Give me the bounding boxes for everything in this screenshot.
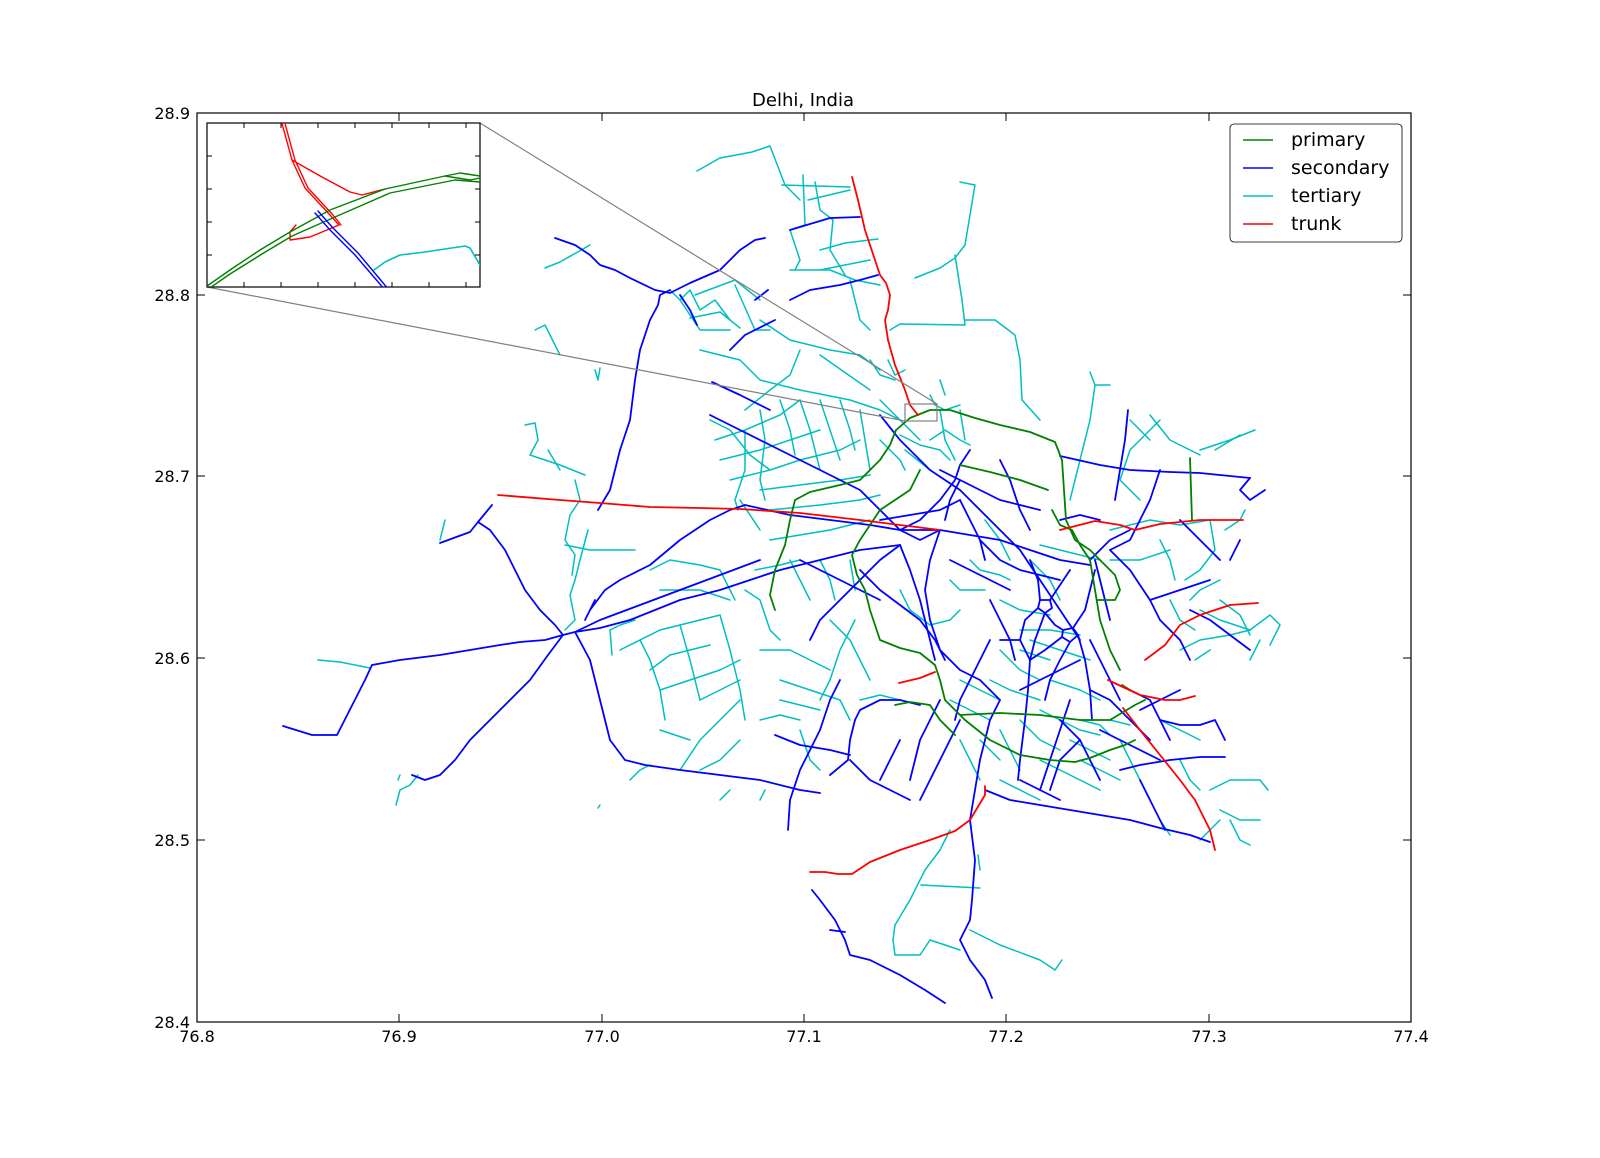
y-tick-label: 28.8 [154,286,190,305]
x-tick-label: 77.1 [786,1027,822,1046]
main-axes [196,112,1412,1023]
chart-title: Delhi, India [752,90,854,111]
svg-text:primary: primary [1291,129,1365,151]
legend-item-trunk: trunk [1243,213,1341,235]
svg-text:secondary: secondary [1291,157,1389,179]
y-tick-label: 28.9 [154,104,190,123]
legend-item-primary: primary [1243,129,1365,151]
inset-roads [207,123,480,287]
y-tick-label: 28.5 [154,831,190,850]
svg-text:trunk: trunk [1291,213,1341,235]
legend-item-tertiary: tertiary [1243,185,1361,207]
legend: primary secondary tertiary trunk [1229,123,1403,243]
x-tick-label: 77.0 [584,1027,620,1046]
inset-connector-bottom [206,286,906,422]
y-axis: 28.9 28.8 28.7 28.6 28.5 28.4 [154,104,1411,1032]
x-axis: 76.8 76.9 77.0 77.1 77.2 77.3 77.4 [179,113,1429,1046]
legend-item-secondary: secondary [1243,157,1389,179]
x-tick-label: 76.8 [179,1027,215,1046]
road-layer-trunk [497,176,1259,875]
legend-box [1229,123,1403,243]
zoom-region-box [904,403,938,422]
x-tick-label: 77.2 [988,1027,1024,1046]
y-tick-label: 28.6 [154,649,190,668]
x-tick-label: 77.3 [1191,1027,1227,1046]
inset-axes [206,122,481,288]
inset-connector-top [479,122,938,405]
y-tick-label: 28.4 [154,1013,190,1032]
road-layer-secondary [282,216,1266,1004]
svg-text:tertiary: tertiary [1291,185,1361,207]
x-tick-label: 76.9 [381,1027,417,1046]
x-tick-label: 77.4 [1393,1027,1429,1046]
y-tick-label: 28.7 [154,467,190,486]
